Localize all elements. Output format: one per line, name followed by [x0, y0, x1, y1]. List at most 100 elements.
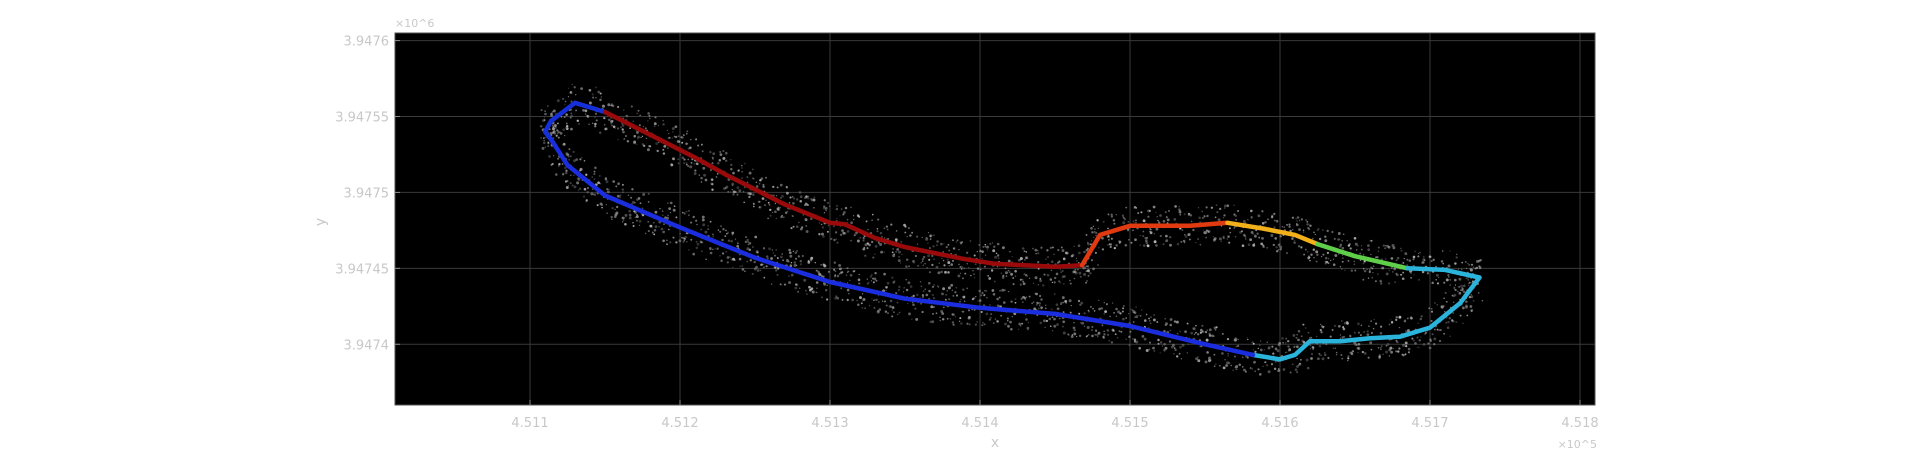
cloud-point	[1404, 341, 1408, 345]
cloud-point	[1108, 339, 1111, 342]
cloud-point	[1051, 316, 1054, 319]
cloud-point	[663, 144, 667, 148]
cloud-point	[1027, 328, 1029, 331]
cloud-point	[931, 320, 935, 324]
cloud-point	[1380, 345, 1383, 347]
cloud-point	[1039, 277, 1042, 280]
cloud-point	[1356, 346, 1360, 350]
cloud-point	[1442, 305, 1445, 308]
cloud-point	[788, 261, 790, 263]
cloud-point	[960, 322, 963, 325]
cloud-point	[883, 272, 886, 276]
cloud-point	[1212, 335, 1215, 338]
cloud-point	[672, 236, 675, 239]
cloud-point	[1220, 240, 1223, 243]
cloud-point	[685, 142, 688, 146]
cloud-point	[809, 288, 812, 292]
cloud-point	[1326, 251, 1330, 255]
cloud-point	[607, 118, 611, 122]
cloud-point	[980, 310, 983, 314]
cloud-point	[1435, 265, 1437, 268]
cloud-point	[543, 139, 545, 142]
cloud-point	[663, 223, 665, 226]
cloud-point	[585, 173, 588, 176]
cloud-point	[1412, 255, 1416, 259]
cloud-point	[1395, 273, 1399, 277]
cloud-point	[1241, 366, 1244, 368]
cloud-point	[1464, 260, 1467, 263]
cloud-point	[561, 163, 564, 165]
cloud-point	[1169, 323, 1172, 327]
cloud-point	[1149, 322, 1152, 325]
cloud-point	[1135, 219, 1137, 222]
cloud-point	[760, 177, 764, 180]
cloud-point	[672, 208, 676, 212]
cloud-point	[789, 196, 792, 199]
cloud-point	[539, 125, 543, 128]
y-tick-label: 3.9474	[344, 338, 390, 353]
cloud-point	[779, 183, 783, 187]
cloud-point	[1250, 216, 1253, 218]
cloud-point	[603, 123, 606, 126]
cloud-point	[1282, 341, 1284, 344]
cloud-point	[1308, 336, 1312, 340]
cloud-point	[1226, 337, 1230, 341]
cloud-point	[838, 268, 841, 270]
cloud-point	[1344, 269, 1346, 271]
cloud-point	[833, 261, 837, 264]
cloud-point	[952, 260, 954, 262]
cloud-point	[947, 243, 950, 246]
cloud-point	[1191, 220, 1193, 223]
x-tick-label: 4.518	[1561, 416, 1598, 431]
cloud-point	[564, 134, 566, 137]
cloud-point	[797, 290, 799, 293]
cloud-point	[1115, 315, 1118, 318]
cloud-point	[1028, 295, 1031, 298]
cloud-point	[642, 192, 646, 196]
cloud-point	[765, 265, 768, 268]
cloud-point	[1270, 363, 1274, 366]
cloud-point	[1372, 265, 1375, 267]
cloud-point	[794, 283, 798, 286]
cloud-point	[952, 239, 954, 242]
cloud-point	[1019, 283, 1022, 286]
cloud-point	[907, 302, 909, 305]
cloud-point	[722, 149, 725, 153]
cloud-point	[1235, 219, 1237, 221]
cloud-point	[1398, 315, 1402, 319]
cloud-point	[590, 192, 594, 196]
cloud-point	[552, 155, 555, 157]
cloud-point	[682, 241, 685, 243]
cloud-point	[932, 285, 934, 288]
cloud-point	[1341, 268, 1343, 270]
cloud-point	[901, 253, 903, 256]
cloud-point	[940, 310, 944, 313]
cloud-point	[951, 321, 955, 324]
cloud-point	[1266, 341, 1268, 343]
cloud-point	[1359, 259, 1362, 262]
cloud-point	[1228, 241, 1231, 244]
cloud-point	[1428, 255, 1431, 258]
cloud-point	[1296, 365, 1299, 368]
cloud-point	[645, 137, 648, 140]
cloud-point	[689, 221, 693, 224]
cloud-point	[1438, 339, 1442, 343]
cloud-point	[905, 288, 909, 292]
cloud-point	[857, 278, 861, 282]
cloud-point	[1198, 216, 1201, 220]
cloud-point	[1267, 370, 1271, 374]
x-tick-label: 4.513	[811, 416, 848, 431]
cloud-point	[762, 185, 765, 188]
cloud-point	[1115, 307, 1118, 311]
cloud-point	[722, 252, 725, 255]
cloud-point	[964, 272, 967, 275]
cloud-point	[594, 86, 597, 89]
cloud-point	[1363, 352, 1367, 355]
cloud-point	[767, 217, 769, 220]
cloud-point	[885, 304, 888, 307]
cloud-point	[1133, 340, 1137, 343]
cloud-point	[959, 317, 962, 320]
cloud-point	[804, 204, 806, 207]
cloud-point	[1118, 241, 1121, 244]
cloud-point	[781, 214, 784, 217]
